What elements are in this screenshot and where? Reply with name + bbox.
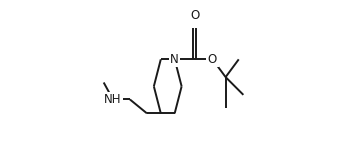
- Text: O: O: [208, 53, 217, 66]
- Text: O: O: [190, 9, 199, 22]
- Text: NH: NH: [104, 93, 122, 106]
- Text: N: N: [170, 53, 179, 66]
